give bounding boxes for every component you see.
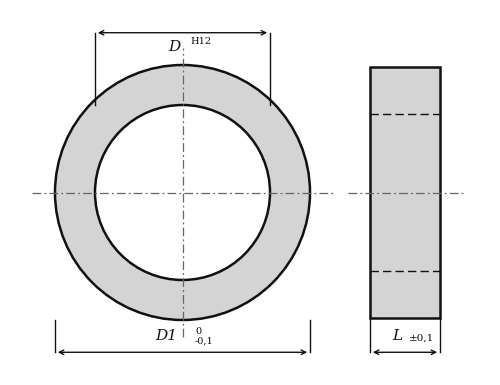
Ellipse shape [95,105,270,280]
Text: H12: H12 [190,37,211,45]
Bar [370,67,440,318]
Text: D: D [168,40,180,54]
Text: ±0,1: ±0,1 [409,334,434,343]
Text: L: L [392,329,402,343]
Text: 0: 0 [195,327,201,336]
Text: -0,1: -0,1 [195,336,214,345]
Text: D1: D1 [156,329,178,343]
Ellipse shape [55,65,310,320]
